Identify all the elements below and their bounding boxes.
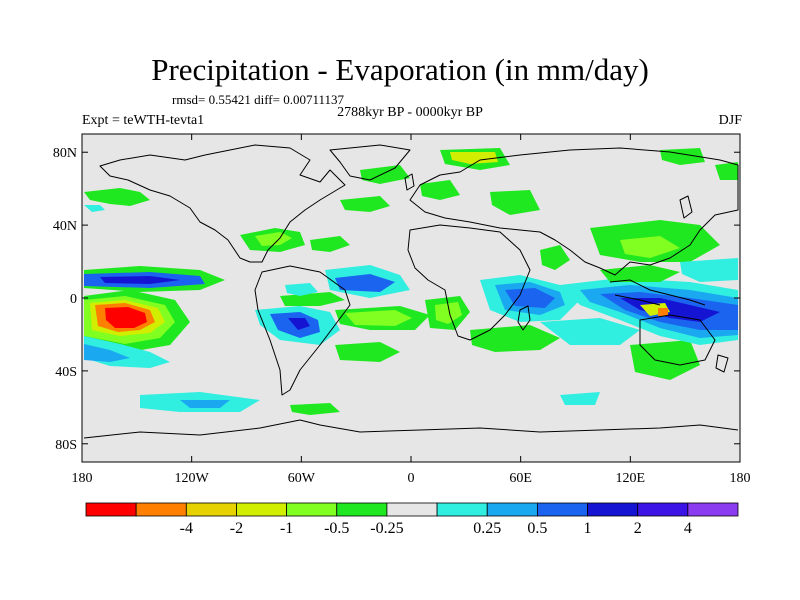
anomaly-patch [540, 318, 640, 345]
anomaly-patch [490, 190, 540, 215]
colorbar-swatch [637, 502, 689, 517]
anomaly-patch [435, 302, 462, 324]
anomaly-patch [310, 236, 350, 252]
colorbar-swatch [486, 502, 538, 517]
colorbar-swatch [436, 502, 488, 517]
anomaly-patch [420, 180, 460, 200]
anomaly-patch [255, 232, 292, 246]
anomaly-patch [180, 400, 230, 408]
experiment-label: Expt = teWTH-tevta1 [82, 113, 205, 128]
anomaly-patch [450, 152, 498, 164]
coastline-antarctica [83, 419, 739, 439]
lat-tick-label: 40N [53, 219, 77, 234]
anomaly-patch [630, 340, 700, 380]
coastline-greenland [329, 144, 411, 181]
anomaly-patch [84, 344, 130, 362]
colorbar-label: -2 [230, 520, 243, 537]
colorbar-swatch [286, 502, 338, 517]
colorbar-label: 0.5 [527, 520, 547, 537]
lat-tick-label: 80N [53, 146, 77, 161]
anomaly-patch [715, 162, 738, 180]
colorbar-swatch [85, 502, 137, 517]
colorbar-swatch [185, 502, 237, 517]
colorbar-swatch [587, 502, 639, 517]
colorbar: -4 -2 -1 -0.5 -0.25 0.25 0.5 1 2 4 [85, 502, 739, 537]
colorbar-swatch [687, 502, 739, 517]
lon-tick-label: 120E [616, 471, 646, 486]
latitude-axis: 80N 40N 0 40S 80S [53, 146, 740, 453]
coastline-africa [407, 224, 531, 341]
plot-title: Precipitation - Evaporation (in mm/day) [151, 52, 649, 87]
anomaly-patch [288, 318, 310, 330]
coastline-australia [639, 314, 716, 366]
colorbar-label: 0.25 [473, 520, 501, 537]
colorbar-swatch [135, 502, 187, 517]
anomaly-patch [84, 205, 105, 212]
anomaly-patch [100, 276, 180, 284]
anomaly-field [84, 148, 738, 415]
anomaly-patch [280, 292, 345, 306]
colorbar-swatch [236, 502, 288, 517]
colorbar-label: -0.5 [324, 520, 349, 537]
lat-tick-label: 80S [55, 438, 77, 453]
period-subtitle: 2788kyr BP - 0000kyr BP [337, 105, 483, 120]
colorbar-label: 1 [584, 520, 592, 537]
lon-tick-label: 0 [408, 471, 415, 486]
coastline-new-zealand [715, 354, 729, 373]
anomaly-patch [620, 298, 720, 322]
colorbar-swatch [386, 502, 438, 517]
colorbar-label: 2 [634, 520, 642, 537]
coastline-madagascar [517, 305, 531, 331]
anomaly-patch [345, 310, 412, 326]
anomaly-patch [658, 308, 668, 316]
lon-tick-label: 60W [288, 471, 316, 486]
colorbar-swatch [336, 502, 388, 517]
anomaly-patch [335, 274, 395, 292]
anomaly-patch [105, 307, 147, 328]
season-label: DJF [718, 113, 742, 128]
colorbar-label: -4 [180, 520, 193, 537]
anomaly-patch [600, 265, 680, 282]
coastlines [83, 144, 739, 439]
colorbar-swatch [536, 502, 588, 517]
lon-tick-label: 180 [730, 471, 751, 486]
longitude-axis: 180 120W 60W 0 60E 120E 180 [72, 134, 751, 486]
anomaly-patch [84, 188, 150, 206]
anomaly-patch [335, 342, 400, 362]
anomaly-patch [505, 288, 555, 308]
coastline-uk [404, 173, 415, 191]
coastline-japan [679, 195, 693, 219]
anomaly-patch [340, 196, 390, 212]
coastline-europe-asia [409, 147, 739, 276]
anomaly-patch [285, 283, 318, 296]
lon-tick-label: 60E [509, 471, 532, 486]
lat-tick-label: 0 [70, 292, 77, 307]
anomaly-patch [680, 258, 738, 282]
colorbar-label: 4 [684, 520, 692, 537]
anomaly-patch [470, 325, 560, 352]
anomaly-patch [560, 392, 600, 405]
stats-text: rmsd= 0.55421 diff= 0.00711137 [172, 92, 344, 107]
lat-tick-label: 40S [55, 365, 77, 380]
coastline-north-america [99, 144, 346, 263]
coastline-indonesia [609, 279, 706, 306]
anomaly-patch [540, 245, 570, 270]
lon-tick-label: 180 [72, 471, 93, 486]
coastline-south-america [254, 265, 351, 396]
lon-tick-label: 120W [175, 471, 210, 486]
colorbar-label: -0.25 [370, 520, 403, 537]
colorbar-label: -1 [280, 520, 293, 537]
anomaly-patch [290, 403, 340, 415]
anomaly-patch [620, 236, 680, 258]
